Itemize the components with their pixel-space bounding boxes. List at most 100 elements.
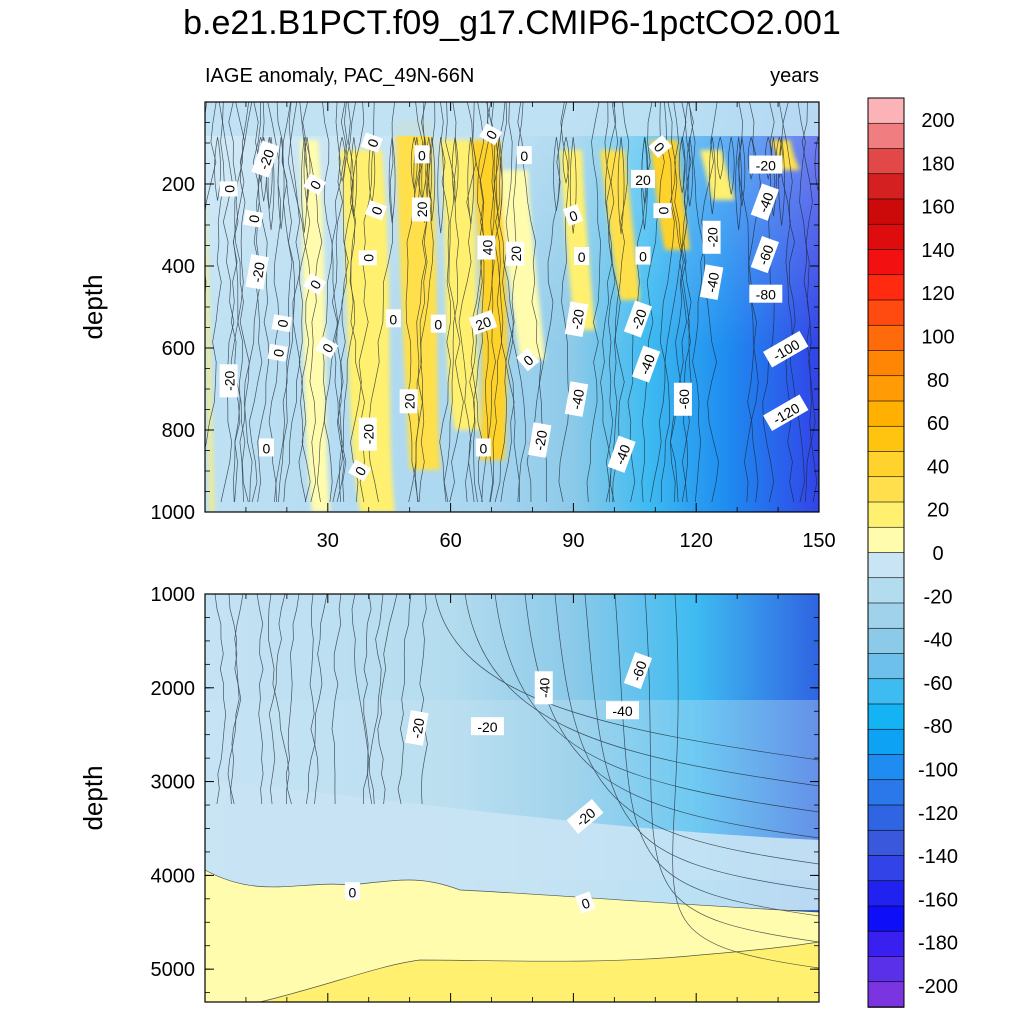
bottom-panel-frame [204, 593, 820, 1003]
contour-label-text: -40 [703, 271, 722, 294]
contour-line [418, 102, 436, 503]
y-tick-label: 4000 [151, 865, 196, 887]
colorbar-swatch [867, 299, 905, 327]
contour-label-text: -40 [612, 442, 634, 467]
contour-line [481, 102, 500, 503]
contour-line [227, 594, 244, 805]
colorbar-label: -40 [924, 630, 953, 652]
contour-label: -20 [623, 300, 653, 338]
contour-label: 0 [653, 203, 672, 219]
contour-label-text: 20 [402, 393, 418, 409]
contour-label-text: 20 [635, 172, 651, 188]
contour-label: -80 [749, 284, 783, 303]
subtitle-right: years [770, 65, 819, 87]
contour-line [309, 594, 319, 805]
contour-line [686, 136, 694, 207]
contour-line [679, 102, 692, 503]
contour-label-box [702, 220, 721, 254]
contour-label: 20 [411, 197, 430, 222]
y-tick-label: 3000 [151, 772, 196, 794]
contour-label: -40 [564, 381, 589, 417]
contour-label: 0 [358, 250, 377, 266]
contour-label: -20 [251, 140, 280, 178]
contour-line [439, 102, 452, 503]
colorbar-swatch [867, 476, 905, 503]
contour-label-box [564, 301, 589, 337]
chart-title: b.e21.B1PCT.f09_g17.CMIP6-1pctCO2.001 [183, 4, 841, 42]
x-tick-label: 120 [680, 530, 713, 552]
contour-label: 0 [385, 309, 401, 328]
colorbar-label: -20 [924, 586, 953, 608]
contour-label-box [348, 459, 372, 482]
colorbar-swatch [867, 274, 905, 301]
contour-label: -20 [527, 422, 552, 458]
contour-line [300, 136, 308, 233]
contour-line [553, 136, 560, 212]
contour-label-box [648, 134, 672, 158]
contour-label-text: 0 [389, 311, 397, 327]
contour-label: 0 [303, 272, 327, 295]
contour-label: 0 [219, 181, 238, 197]
colorbar-swatch [867, 425, 905, 453]
contour-line [268, 594, 290, 805]
contour-label-box [534, 671, 553, 705]
contour-label-box [562, 204, 584, 227]
contour-label: 20 [506, 241, 525, 266]
contour-label-box [358, 417, 377, 451]
contour-line [287, 102, 311, 503]
colorbar-swatch [867, 198, 905, 226]
contour-label-box [653, 203, 672, 219]
contour-label-text: 0 [578, 249, 586, 265]
contour-label: 0 [648, 134, 672, 158]
contour-label-text: -20 [628, 307, 650, 332]
contour-label: -60 [673, 382, 692, 416]
contour-line [600, 102, 613, 503]
contour-label-text: -20 [568, 308, 587, 331]
contour-label-box [414, 145, 430, 164]
top-ylabel: depth [78, 274, 108, 339]
contour-label-text: -40 [568, 388, 587, 411]
bottom-contour-labels: -40-60-40-20 -20-2000 [344, 651, 653, 914]
contour-label: 0 [315, 336, 339, 359]
contour-label-text: -20 [477, 719, 497, 735]
contour-label-box [606, 701, 640, 720]
contour-line [494, 102, 508, 503]
bottom-y-ticks: 1000 2000 3000 4000 5000 [151, 584, 819, 994]
contour-label-box [364, 200, 388, 221]
contour-label: -20 [749, 155, 783, 174]
contour-label: 0 [479, 123, 503, 146]
contour-label-text: -20 [222, 370, 238, 390]
contour-line [321, 102, 348, 503]
contour-line [408, 102, 428, 503]
contour-line [776, 136, 783, 179]
contour-line [688, 102, 719, 503]
colorbar-swatch [867, 552, 905, 579]
contour-label-box [251, 140, 280, 178]
contour-label-box [763, 394, 809, 432]
colorbar-swatch [867, 930, 905, 958]
colorbar-label: 60 [927, 413, 949, 435]
contour-line [448, 102, 464, 503]
contour-line [500, 102, 524, 503]
contour-line [220, 102, 235, 503]
contour-label-text: 0 [348, 884, 356, 900]
contour-label-box [303, 173, 327, 196]
contour-label-box [516, 146, 532, 165]
colorbar-swatch [867, 223, 905, 251]
contour-line [673, 102, 692, 503]
contour-line [489, 102, 508, 503]
contour-label: -60 [623, 651, 653, 690]
colorbar-swatch [867, 855, 905, 882]
colorbar-label: -180 [918, 933, 958, 955]
contour-line [801, 102, 818, 503]
colorbar-swatch [867, 804, 905, 832]
contour-label: -40 [699, 264, 724, 301]
contour-label: 0 [516, 146, 532, 165]
contour-label-box [385, 309, 401, 328]
contour-line [678, 136, 686, 193]
colorbar-label: 120 [921, 283, 954, 305]
contour-line [351, 594, 373, 805]
bottom-x-ticks [245, 594, 820, 1002]
bottom-contour-lines [205, 594, 819, 1002]
contour-line [369, 594, 384, 805]
